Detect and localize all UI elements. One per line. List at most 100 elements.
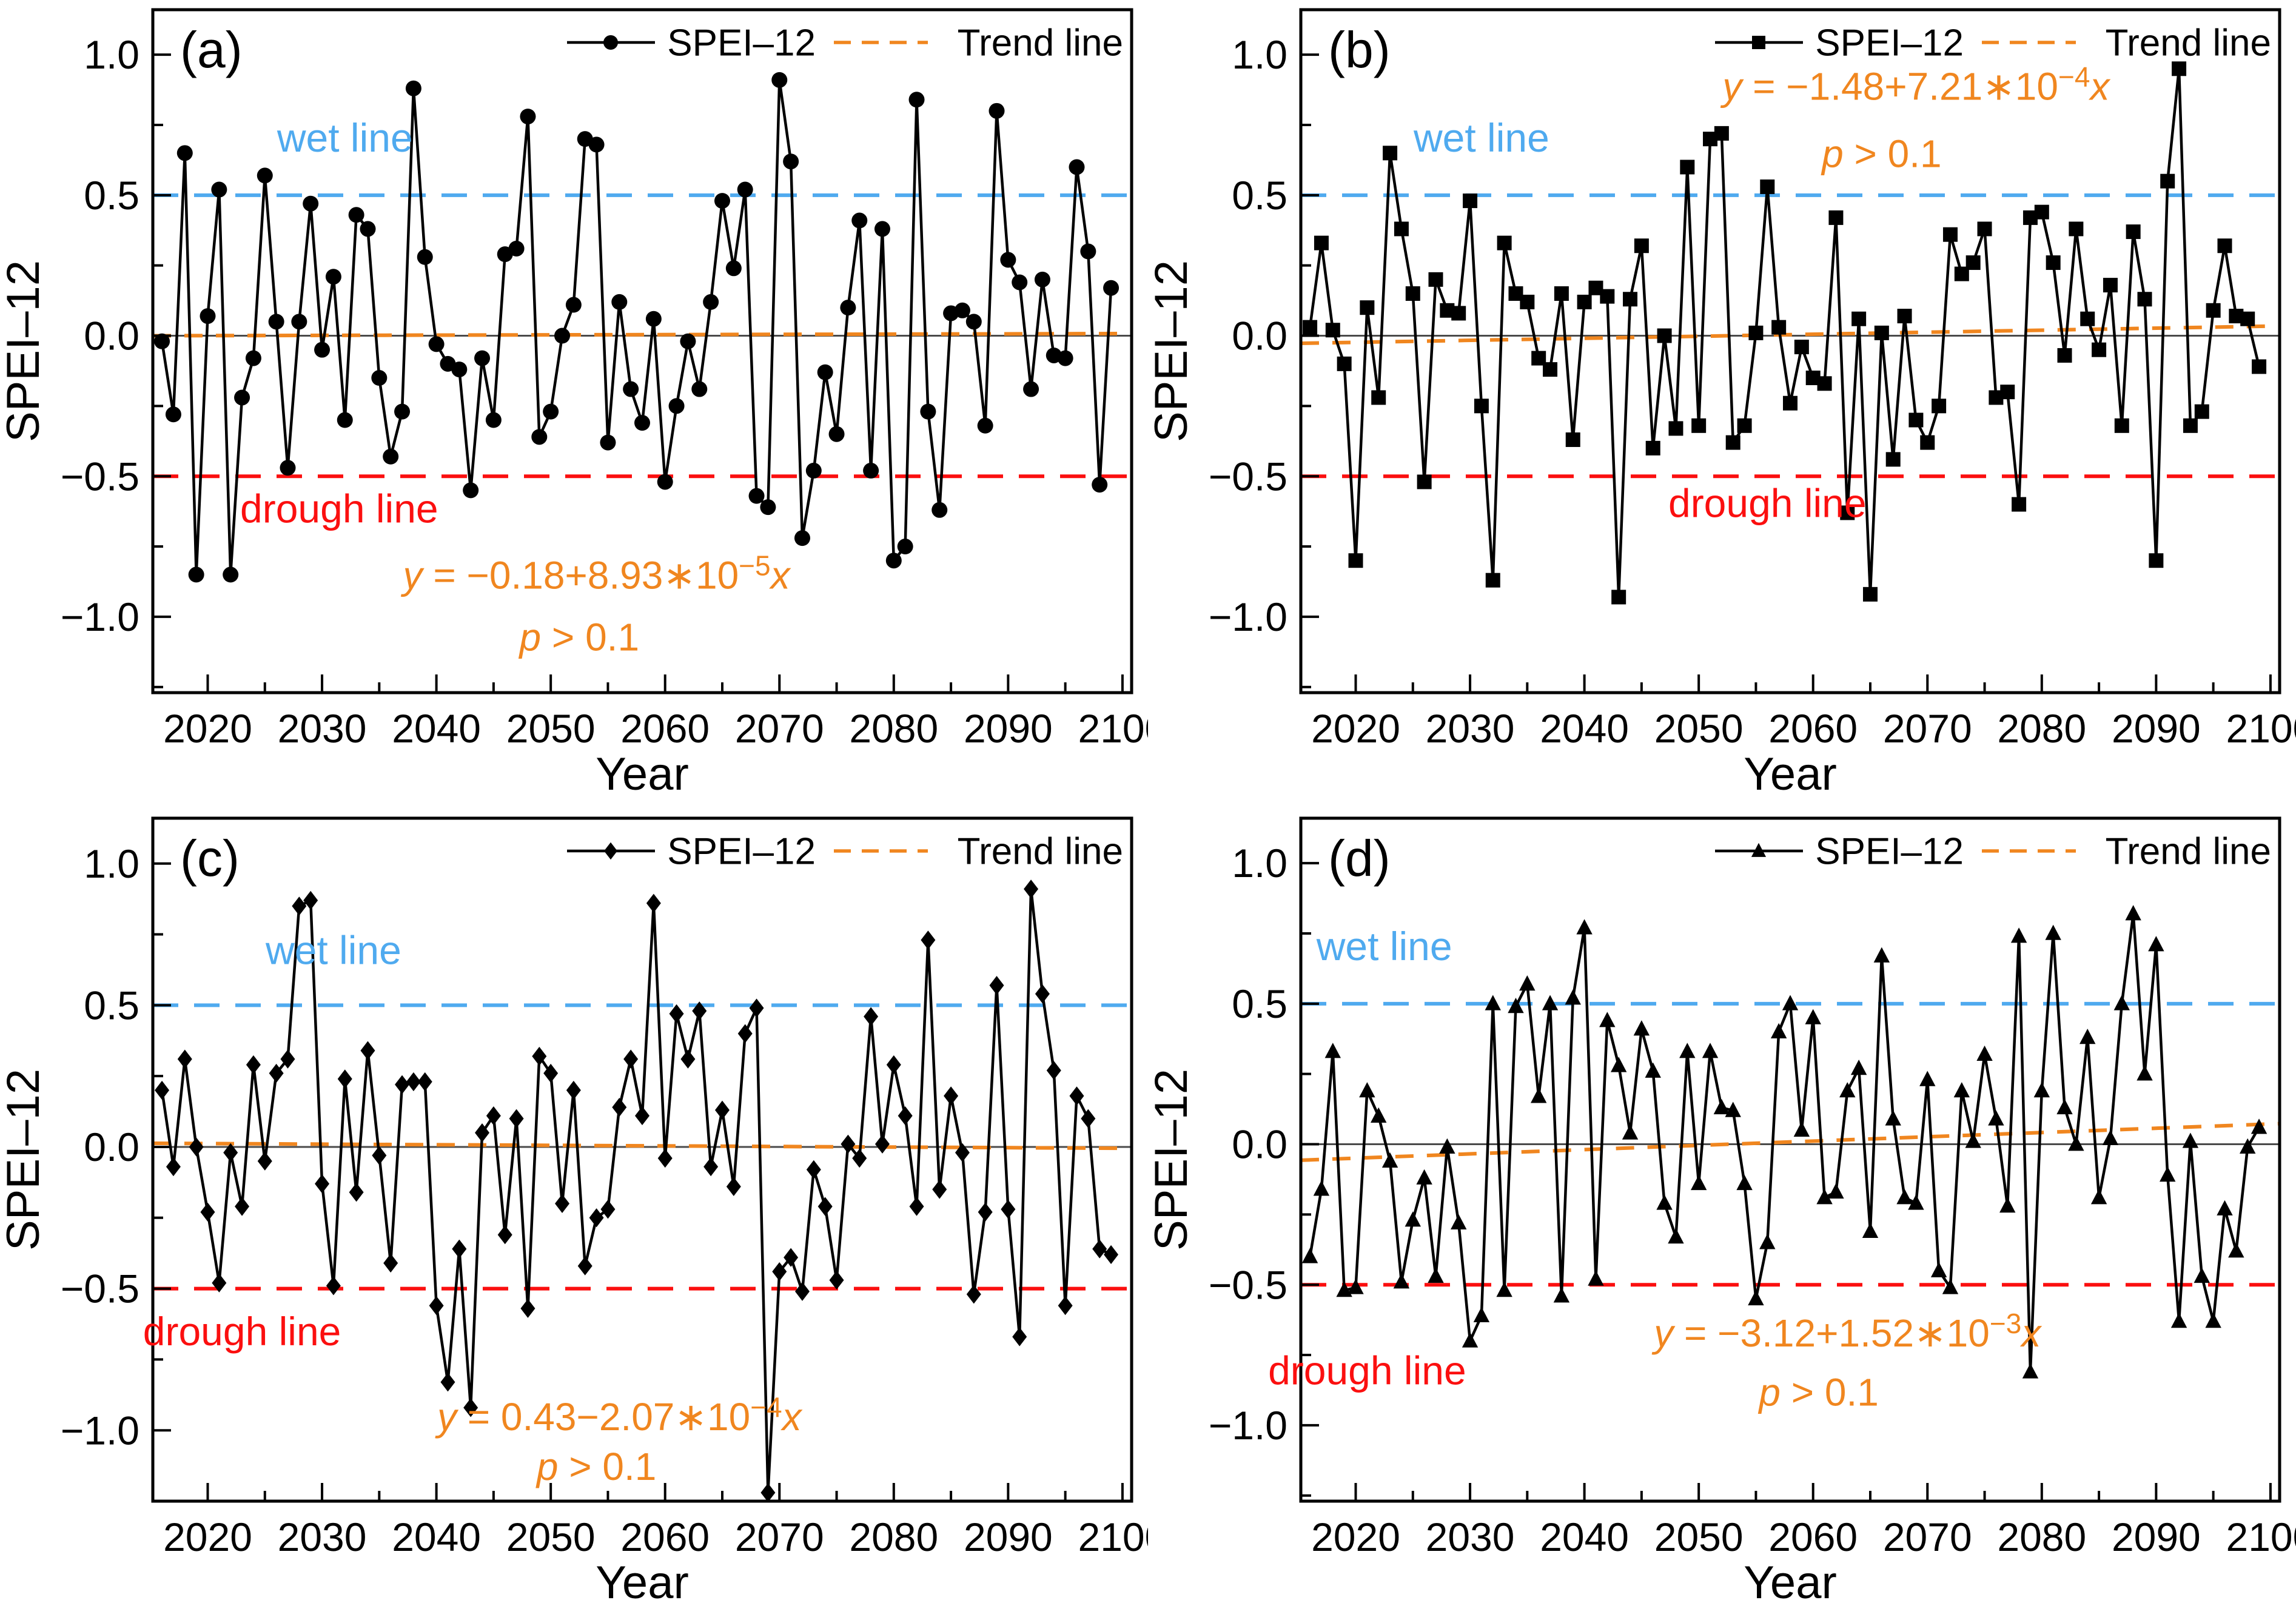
- legend-trend-label: Trend line: [2106, 831, 2271, 873]
- data-point-marker: [531, 429, 548, 445]
- data-point-marker: [520, 109, 536, 125]
- data-point-marker: [1919, 1071, 1936, 1086]
- data-point-marker: [269, 1063, 284, 1083]
- data-point-marker: [1325, 323, 1340, 338]
- x-tick-label: 2050: [506, 706, 596, 751]
- data-point-marker: [303, 195, 319, 212]
- data-point-marker: [1897, 309, 1912, 324]
- data-point-marker: [292, 896, 307, 916]
- x-tick-label: 2070: [735, 1514, 824, 1559]
- data-point-marker: [657, 474, 673, 490]
- data-point-marker: [1519, 975, 1536, 991]
- data-point-marker: [989, 103, 1005, 119]
- data-point-marker: [565, 297, 582, 313]
- tspan-shape: y: [401, 554, 425, 597]
- tspan-shape: p: [519, 615, 542, 659]
- x-tick-label: 2020: [163, 1514, 252, 1559]
- data-point-marker: [417, 249, 433, 265]
- data-point-marker: [394, 403, 411, 420]
- data-point-marker: [1001, 1200, 1016, 1219]
- data-point-marker: [1930, 1262, 1947, 1277]
- data-point-marker: [1473, 1306, 1490, 1322]
- data-point-marker: [360, 1041, 375, 1060]
- data-point-marker: [440, 1373, 455, 1392]
- data-point-marker: [2251, 1118, 2267, 1134]
- tspan-shape: > 0.1: [558, 1445, 656, 1488]
- tspan-shape: p: [1757, 1370, 1781, 1414]
- data-point-marker: [2045, 924, 2061, 940]
- legend-trend-label: Trend line: [958, 831, 1123, 873]
- data-point-marker: [1942, 1279, 1959, 1294]
- data-point-marker: [691, 381, 708, 397]
- x-tick-label: 2050: [1654, 1514, 1744, 1559]
- data-point-marker: [1817, 376, 1832, 391]
- data-point-marker: [1405, 1211, 1421, 1227]
- drought-line-label: drough line: [143, 1309, 341, 1354]
- tspan-shape: p: [535, 1445, 559, 1488]
- data-point-marker: [749, 998, 764, 1018]
- data-point-marker: [1623, 292, 1638, 307]
- data-point-marker: [371, 370, 388, 386]
- y-axis-ticks: [1301, 862, 1319, 1497]
- data-point-marker: [897, 539, 913, 555]
- data-point-marker: [485, 412, 502, 428]
- panel-a-chart: 2020 2030 2040 2050 2060 2070 2080 2090 2100 1.0 0…: [0, 8, 1148, 800]
- data-point-marker: [1542, 995, 1559, 1010]
- y-tick-label: −1.0: [61, 594, 139, 639]
- data-point-marker: [669, 1004, 684, 1023]
- data-point-marker: [337, 1069, 352, 1089]
- x-tick-label: 2020: [163, 706, 252, 751]
- data-point-marker: [200, 1202, 215, 1222]
- data-point-marker: [2205, 1313, 2221, 1328]
- data-point-marker: [771, 72, 788, 88]
- tspan-shape: y: [435, 1395, 459, 1439]
- data-point-marker: [920, 403, 936, 420]
- data-point-marker: [1862, 587, 1878, 602]
- data-point-marker: [817, 364, 833, 380]
- data-point-marker: [566, 1080, 581, 1100]
- data-point-marker: [417, 1072, 432, 1092]
- data-point-marker: [2012, 497, 2027, 512]
- data-point-marker: [554, 328, 571, 344]
- data-point-marker: [1748, 325, 1764, 340]
- panel-letter: (a): [180, 21, 243, 78]
- tspan-shape: > 0.1: [541, 615, 639, 659]
- data-point-marker: [1840, 505, 1855, 520]
- tspan-shape: = −0.18+8.93∗10: [423, 554, 739, 597]
- x-tick-label: 2060: [620, 706, 710, 751]
- data-point-marker: [223, 566, 239, 583]
- data-point-marker: [1874, 325, 1889, 340]
- x-tick-label: 2050: [1654, 706, 1744, 751]
- data-point-marker: [2113, 995, 2130, 1010]
- data-point-marker: [635, 1106, 650, 1126]
- x-tick-label: 2050: [506, 1514, 596, 1559]
- tspan-shape: x: [2019, 1311, 2042, 1355]
- data-point-marker: [1577, 294, 1592, 309]
- y-tick-label: 0.5: [84, 983, 139, 1027]
- data-point-marker: [1896, 1189, 1913, 1205]
- data-point-marker: [1634, 238, 1649, 254]
- data-point-marker: [737, 181, 753, 198]
- wet-line-label: wet line: [1316, 924, 1452, 969]
- data-point-marker: [2160, 1166, 2176, 1182]
- data-point-marker: [908, 92, 925, 108]
- legend-series-marker-icon: [1751, 842, 1767, 857]
- data-point-marker: [2126, 224, 2141, 240]
- data-point-marker: [829, 1270, 844, 1290]
- data-point-marker: [1782, 995, 1799, 1010]
- data-point-marker: [577, 1256, 592, 1276]
- data-point-marker: [1771, 320, 1787, 335]
- data-point-marker: [1303, 320, 1318, 335]
- y-tick-label: 0.0: [84, 314, 139, 358]
- data-point-marker: [1702, 1043, 1719, 1058]
- data-point-marker: [851, 212, 868, 229]
- data-point-marker: [2148, 936, 2164, 952]
- y-axis-title: SPEI–12: [0, 1069, 49, 1251]
- data-point-marker: [646, 893, 661, 913]
- y-tick-label: 1.0: [84, 841, 139, 886]
- series-line: [160, 889, 1112, 1493]
- panel-c-chart: 2020 2030 2040 2050 2060 2070 2080 2090 2100 1.0 0…: [0, 816, 1148, 1609]
- y-tick-label: 0.0: [84, 1125, 139, 1169]
- axis-box: [1299, 816, 2281, 1503]
- tspan-shape: −4: [2058, 61, 2090, 92]
